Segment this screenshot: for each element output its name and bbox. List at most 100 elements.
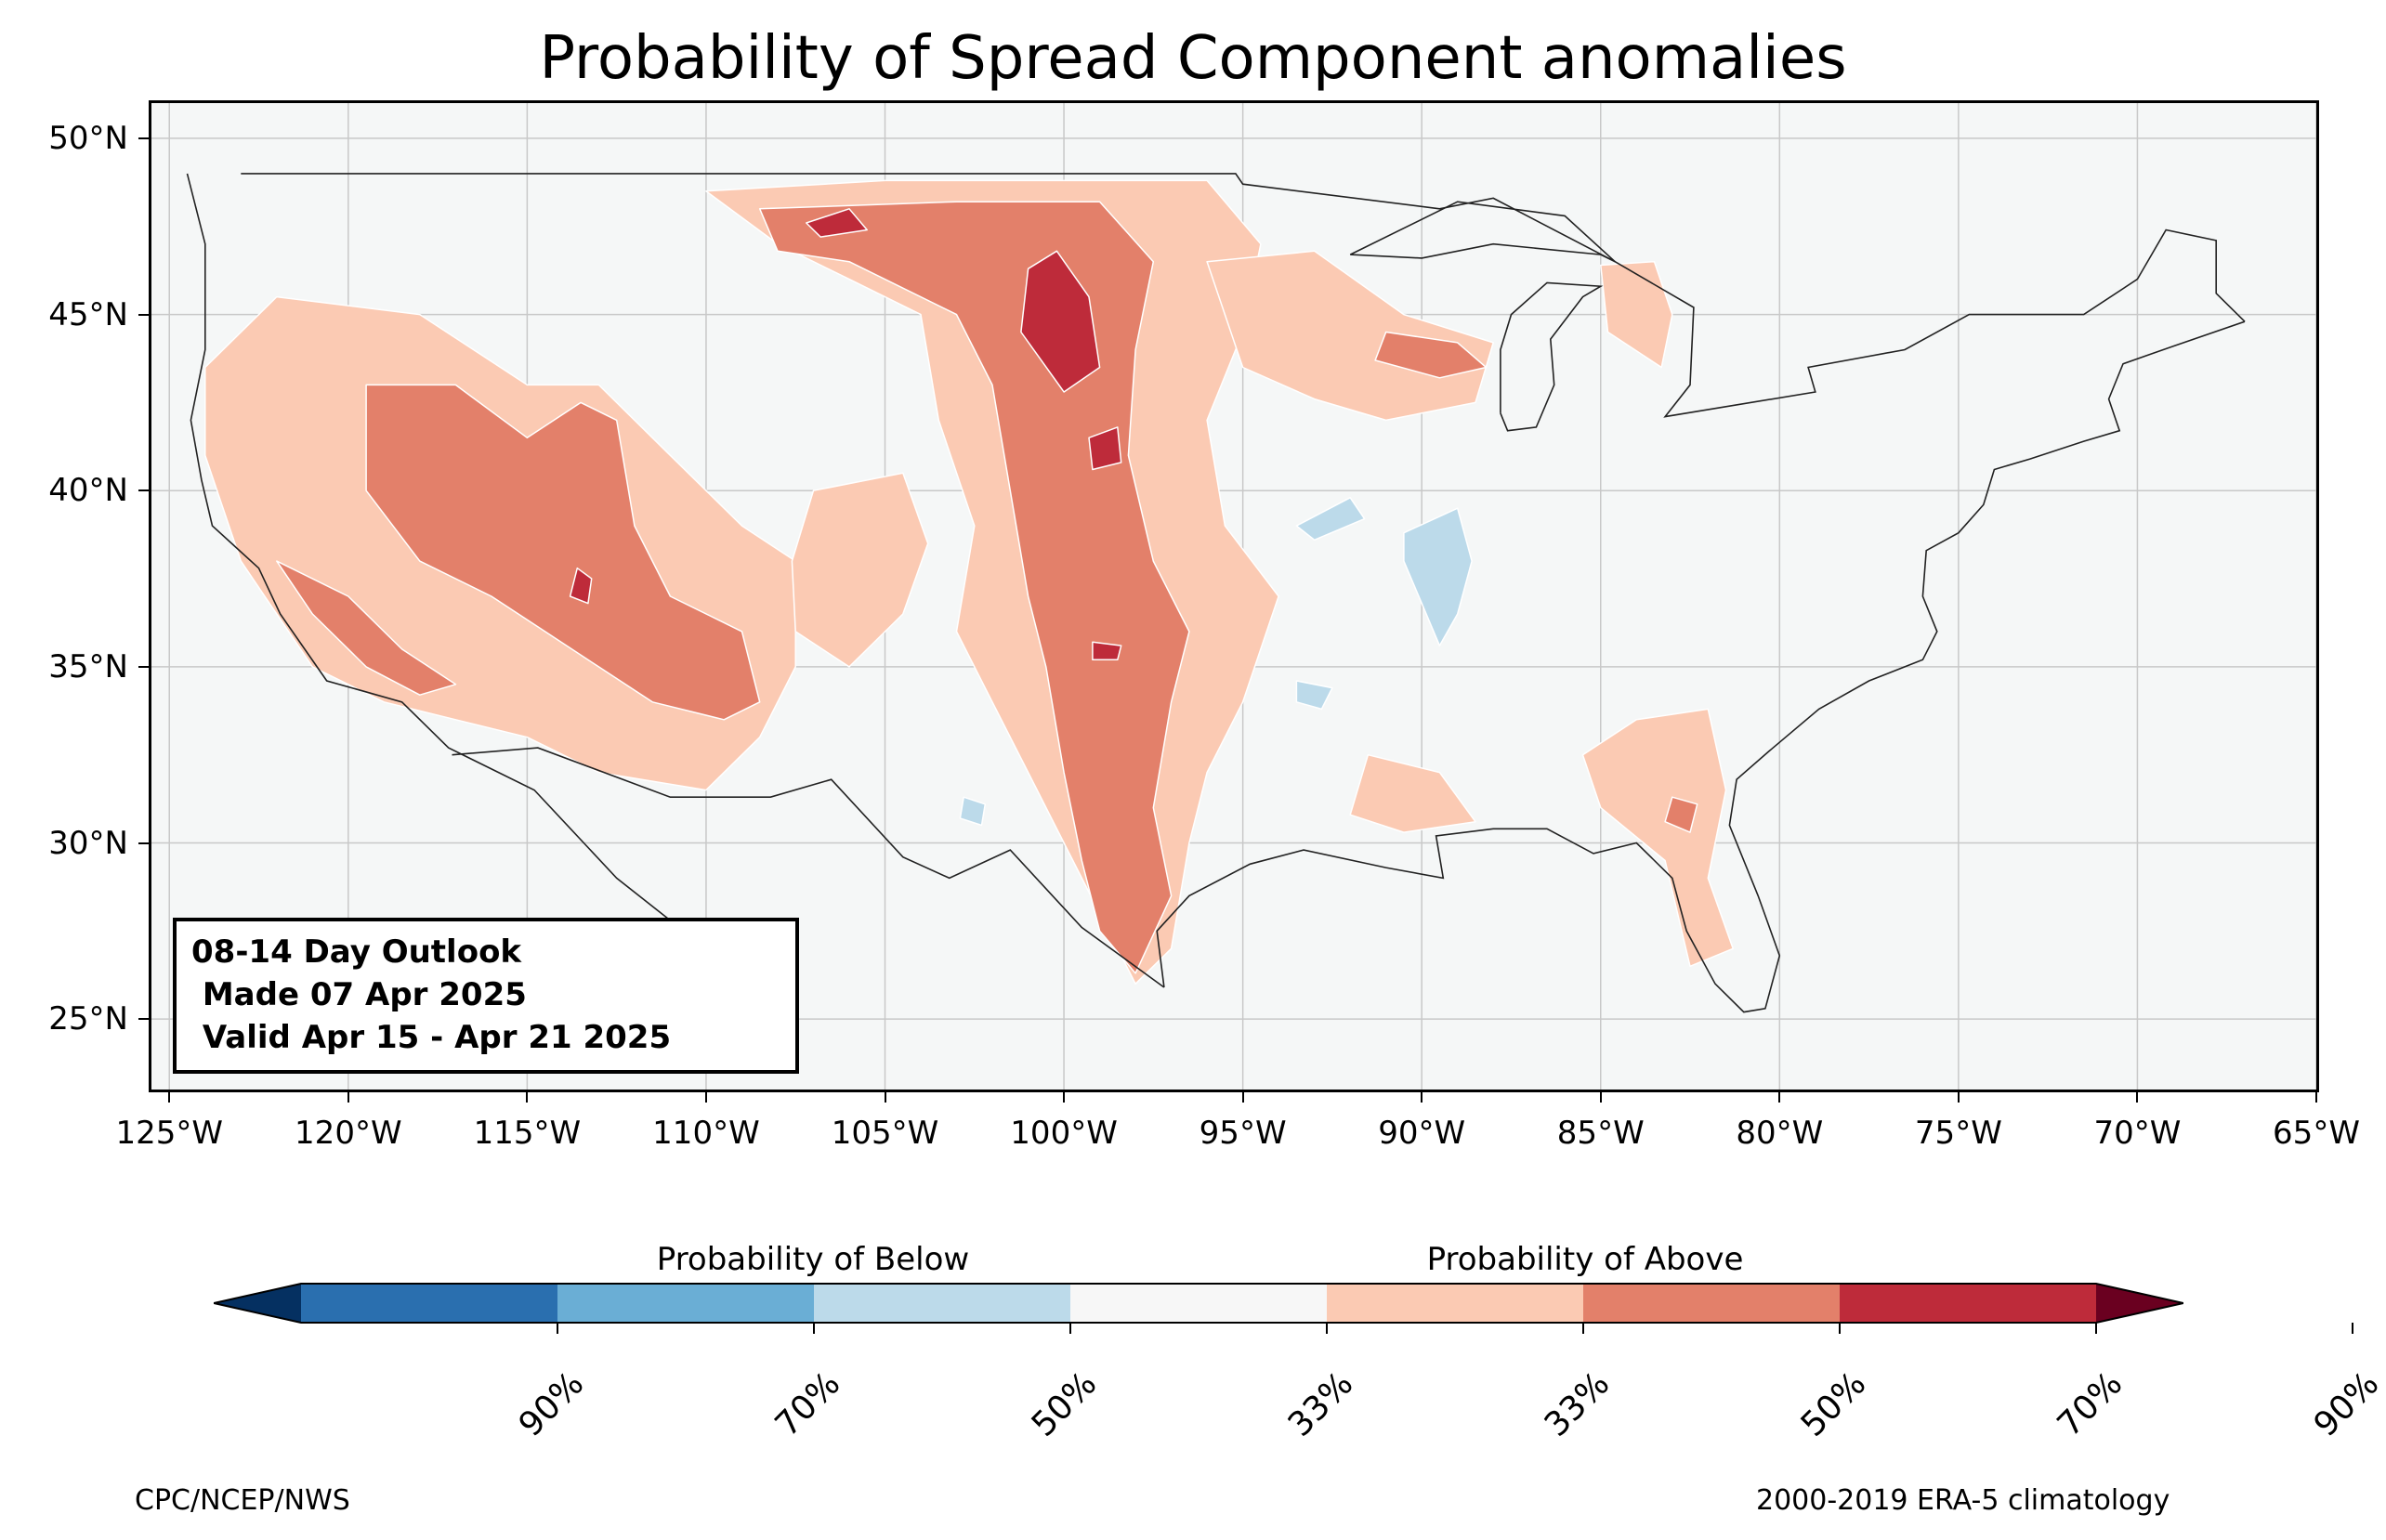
longitude-tick bbox=[1599, 1091, 1602, 1103]
colorbar-segment bbox=[814, 1284, 1070, 1323]
colorbar-tick-label: 90% bbox=[2306, 1364, 2386, 1444]
anomaly-region-below-33-missouri bbox=[1295, 497, 1366, 542]
anomaly-region-above-50-georgia bbox=[1664, 796, 1698, 833]
colorbar-tick bbox=[1582, 1323, 1584, 1334]
map-canvas[interactable] bbox=[151, 103, 2316, 1090]
latitude-label: 45°N bbox=[48, 295, 128, 333]
footer-climatology: 2000-2019 ERA-5 climatology bbox=[1756, 1484, 2170, 1517]
longitude-label: 105°W bbox=[831, 1115, 939, 1152]
longitude-label: 80°W bbox=[1736, 1115, 1824, 1152]
colorbar-segment bbox=[2096, 1284, 2183, 1323]
longitude-tick bbox=[347, 1091, 349, 1103]
colorbar-tick-label: 50% bbox=[1793, 1364, 1874, 1444]
colorbar-tick bbox=[813, 1323, 815, 1334]
footer-source: CPC/NCEP/NWS bbox=[135, 1484, 350, 1517]
colorbar-tick-label: 70% bbox=[767, 1364, 848, 1444]
outlook-info-box: 08-14 Day Outlook Made 07 Apr 2025 Valid… bbox=[173, 918, 799, 1074]
colorbar-segment bbox=[1070, 1284, 1327, 1323]
outlook-valid-range: Valid Apr 15 - Apr 21 2025 bbox=[191, 1019, 672, 1056]
colorbar-tick bbox=[1326, 1323, 1328, 1334]
colorbar-tick-label: 50% bbox=[1024, 1364, 1105, 1444]
latitude-label: 35°N bbox=[48, 647, 128, 685]
anomaly-region-above-50-california bbox=[276, 560, 457, 696]
latitude-tick bbox=[138, 842, 150, 844]
longitude-label: 100°W bbox=[1010, 1115, 1118, 1152]
anomaly-region-above-33-upper-midwest bbox=[1206, 250, 1494, 422]
latitude-tick bbox=[138, 313, 150, 316]
longitude-label: 125°W bbox=[115, 1115, 224, 1152]
colorbar-segment bbox=[301, 1284, 557, 1323]
latitude-label: 40°N bbox=[48, 472, 128, 510]
longitude-label: 115°W bbox=[473, 1115, 582, 1152]
anomaly-region-above-70-nevada bbox=[569, 567, 593, 605]
longitude-label: 120°W bbox=[295, 1115, 402, 1152]
colorbar-tick-label: 70% bbox=[2050, 1364, 2130, 1444]
longitude-label: 95°W bbox=[1199, 1115, 1287, 1152]
longitude-tick bbox=[1241, 1091, 1244, 1103]
colorbar-tick-label: 33% bbox=[1537, 1364, 1618, 1444]
colorbar-tick-label: 90% bbox=[511, 1364, 592, 1444]
boundary-lake-michigan bbox=[1500, 281, 1604, 432]
longitude-tick bbox=[884, 1091, 886, 1103]
longitude-tick bbox=[1778, 1091, 1781, 1103]
outlook-made-date: Made 07 Apr 2025 bbox=[191, 976, 527, 1013]
anomaly-region-above-70-montana bbox=[806, 208, 868, 238]
longitude-tick bbox=[526, 1091, 529, 1103]
anomaly-region-below-33-arkansas bbox=[1295, 680, 1333, 711]
latitude-tick bbox=[138, 489, 150, 492]
boundary-mexico-border bbox=[452, 747, 1165, 988]
page-title: Probability of Spread Component anomalie… bbox=[539, 24, 1847, 93]
latitude-tick bbox=[138, 1018, 150, 1021]
outlook-period: 08-14 Day Outlook bbox=[191, 933, 522, 971]
anomaly-region-below-33-mississippi-valley bbox=[1403, 507, 1473, 646]
longitude-label: 70°W bbox=[2093, 1115, 2182, 1152]
anomaly-region-above-70-kansas bbox=[1088, 426, 1122, 471]
boundary-canada-border bbox=[241, 173, 2246, 418]
colorbar bbox=[213, 1272, 2184, 1347]
colorbar-segment bbox=[1583, 1284, 1840, 1323]
anomaly-region-above-50-great-basin bbox=[365, 384, 761, 721]
longitude-label: 75°W bbox=[1914, 1115, 2002, 1152]
anomaly-region-above-33-louisiana bbox=[1349, 753, 1476, 833]
colorbar-segment bbox=[214, 1284, 301, 1323]
colorbar-segment bbox=[1840, 1284, 2096, 1323]
anomaly-region-above-50-wisconsin bbox=[1374, 331, 1488, 379]
colorbar-tick bbox=[2095, 1323, 2097, 1334]
latitude-label: 50°N bbox=[48, 119, 128, 157]
colorbar-tick-label: 33% bbox=[1280, 1364, 1361, 1444]
anomaly-region-above-33-new-mexico bbox=[791, 472, 929, 668]
anomaly-region-above-70-dakotas bbox=[1020, 250, 1101, 393]
longitude-label: 65°W bbox=[2273, 1115, 2360, 1152]
colorbar-segment bbox=[1327, 1284, 1583, 1323]
longitude-tick bbox=[1063, 1091, 1066, 1103]
boundary-lake-superior bbox=[1349, 201, 1616, 263]
anomaly-region-above-50-plains-corridor bbox=[758, 201, 1190, 974]
colorbar-below-heading: Probability of Below bbox=[656, 1241, 970, 1278]
longitude-tick bbox=[2136, 1091, 2139, 1103]
longitude-label: 90°W bbox=[1378, 1115, 1466, 1152]
longitude-label: 110°W bbox=[652, 1115, 760, 1152]
latitude-tick bbox=[138, 665, 150, 668]
latitude-label: 25°N bbox=[48, 1000, 128, 1038]
anomaly-region-below-33-texas bbox=[959, 796, 987, 827]
anomaly-region-above-33-southeast bbox=[1581, 708, 1734, 968]
colorbar-segment bbox=[557, 1284, 814, 1323]
longitude-tick bbox=[704, 1091, 707, 1103]
colorbar-tick bbox=[1069, 1323, 1071, 1334]
colorbar-tick bbox=[557, 1323, 558, 1334]
longitude-tick bbox=[1957, 1091, 1960, 1103]
colorbar-tick bbox=[1839, 1323, 1841, 1334]
longitude-label: 85°W bbox=[1556, 1115, 1645, 1152]
colorbar-tick bbox=[2352, 1323, 2353, 1334]
longitude-tick bbox=[1421, 1091, 1423, 1103]
anomaly-region-above-70-oklahoma bbox=[1092, 641, 1122, 661]
boundary-gulf-coast bbox=[1156, 320, 2246, 1013]
anomaly-region-above-33-michigan bbox=[1600, 260, 1673, 369]
latitude-label: 30°N bbox=[48, 824, 128, 862]
longitude-tick bbox=[168, 1091, 171, 1103]
latitude-tick bbox=[138, 137, 150, 139]
colorbar-above-heading: Probability of Above bbox=[1426, 1241, 1744, 1278]
boundary-pacific-coast bbox=[186, 173, 707, 949]
colorbar-graphic bbox=[213, 1283, 2184, 1324]
longitude-tick bbox=[2315, 1091, 2317, 1103]
